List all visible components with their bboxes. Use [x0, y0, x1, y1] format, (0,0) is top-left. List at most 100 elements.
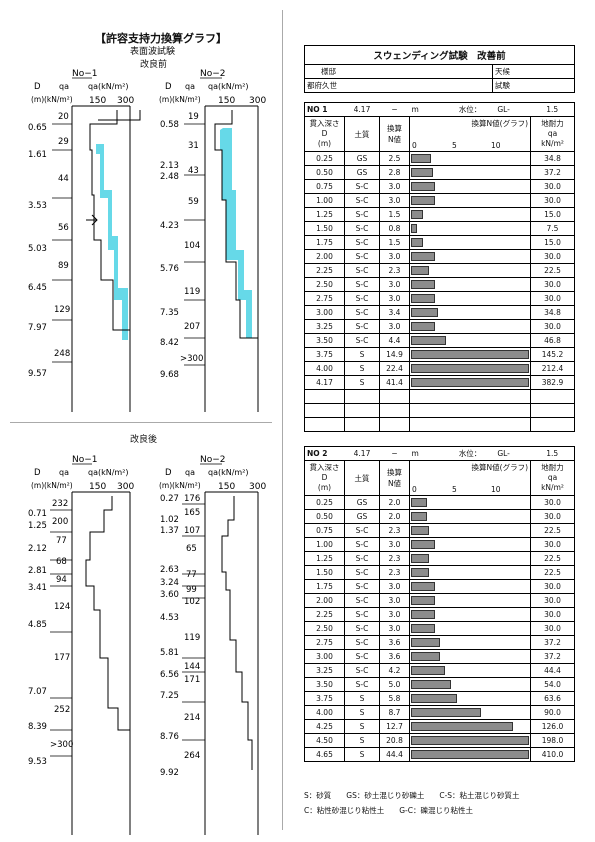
depth-cell: 1.00	[304, 537, 345, 552]
bearing-cell: 22.5	[530, 523, 575, 538]
depth-cell: 2.50	[304, 621, 345, 636]
depth-label: 2.63	[160, 565, 179, 575]
graph-cell	[409, 375, 531, 390]
bearing-cell: 37.2	[530, 165, 575, 180]
n-value-bar	[411, 638, 440, 647]
n-value-cell: 3.6	[379, 635, 410, 650]
depth-cell: 4.25	[304, 719, 345, 734]
graph-cell	[409, 523, 531, 538]
depth-cell: 2.00	[304, 249, 345, 264]
col-n: N値	[387, 479, 402, 488]
depth-cell: 3.00	[304, 649, 345, 664]
col-conv: 換算	[387, 468, 402, 477]
soil-cell: S-C	[344, 235, 380, 250]
n-value-bar	[411, 512, 427, 521]
soil-cell: GS	[344, 165, 380, 180]
qa-label: 177	[54, 653, 70, 663]
bearing-cell: 22.5	[530, 263, 575, 278]
empty-cell	[304, 403, 345, 418]
n-value-cell: 3.0	[379, 249, 410, 264]
axis-qa-label: qa	[59, 82, 69, 91]
qa-label: 129	[54, 305, 70, 315]
axis-qa-label: qa	[185, 468, 195, 477]
n-value-cell: 20.8	[379, 733, 410, 748]
depth-label: 1.61	[28, 150, 47, 160]
graph-cell	[409, 165, 531, 180]
qa-label: 104	[184, 241, 200, 251]
table-row: 4.65 S 44.4 410.0	[304, 747, 575, 762]
soil-cell: S-C	[344, 523, 380, 538]
n-value-cell: 1.5	[379, 207, 410, 222]
depth-cell: 2.25	[304, 607, 345, 622]
table-row: 0.25 GS 2.0 30.0	[304, 495, 575, 510]
depth-label: 7.35	[160, 308, 179, 318]
n-value-bar	[411, 280, 435, 289]
bearing-cell: 30.0	[530, 579, 575, 594]
depth-label: 2.12	[28, 544, 47, 554]
col-bearing: 地耐力	[541, 119, 564, 128]
before-label: 改良前	[140, 60, 168, 70]
n-value-bar	[411, 526, 430, 535]
soil-cell: S-C	[344, 249, 380, 264]
qa-label: 31	[188, 141, 199, 151]
n-value-cell: 2.3	[379, 551, 410, 566]
bearing-cell: 126.0	[530, 719, 575, 734]
qa-label: 119	[184, 633, 200, 643]
qa-header: qa(kN/m²)	[88, 82, 129, 91]
bearing-cell: 15.0	[530, 235, 575, 250]
n-value-cell: 2.5	[379, 151, 410, 166]
improved-zone	[96, 144, 128, 340]
depth-cell: 1.00	[304, 193, 345, 208]
n-value-cell: 3.0	[379, 579, 410, 594]
weather-label: 天候	[492, 64, 575, 79]
axis-d-label: D	[34, 468, 41, 478]
empty-cell	[409, 403, 531, 418]
table-row: 4.17 S 41.4 382.9	[304, 375, 575, 390]
depth-label: 0.71	[28, 509, 47, 519]
empty-cell	[530, 417, 575, 432]
empty-row	[304, 389, 575, 404]
depth-cell: 1.75	[304, 579, 345, 594]
depth-cell: 2.25	[304, 263, 345, 278]
qa-label: 171	[184, 675, 200, 685]
bearing-cell: 30.0	[530, 277, 575, 292]
col-m: (m)	[317, 483, 332, 492]
table-row: 1.25 S-C 1.5 15.0	[304, 207, 575, 222]
n-value-cell: 2.3	[379, 523, 410, 538]
soil-cell: S	[344, 719, 380, 734]
col-soil: 土質	[344, 460, 380, 496]
col-graph: 換算N値(グラフ)	[471, 463, 528, 472]
graph-cell	[409, 663, 531, 678]
n-value-cell: 2.0	[379, 495, 410, 510]
depth-label: 9.68	[160, 370, 179, 380]
bearing-cell: 22.5	[530, 551, 575, 566]
n-value-bar	[411, 610, 435, 619]
depth-cell: 0.25	[304, 495, 345, 510]
n-value-bar	[411, 350, 529, 359]
n-value-bar	[411, 238, 423, 247]
depth-label: 9.92	[160, 768, 179, 778]
depth-label: 3.41	[28, 583, 47, 593]
n-value-bar	[411, 378, 529, 387]
soil-cell: S	[344, 691, 380, 706]
chart-name: No−2	[200, 69, 226, 79]
n-value-bar	[411, 596, 435, 605]
n-value-cell: 12.7	[379, 719, 410, 734]
table-row: 3.00 S-C 3.4 34.8	[304, 305, 575, 320]
axis-m-label: (m)	[159, 95, 172, 104]
scale-5: 5	[452, 141, 457, 150]
n-value-cell: 5.0	[379, 677, 410, 692]
n-value-bar	[411, 736, 529, 745]
soil-cell: S	[344, 705, 380, 720]
col-d: D	[321, 129, 328, 138]
depth-label: 4.85	[28, 620, 47, 630]
axis-m-label: (m)	[31, 481, 44, 490]
soil-cell: S-C	[344, 291, 380, 306]
depth-label: 3.24	[160, 578, 179, 588]
gl-value: 1.5	[530, 102, 575, 117]
col-d: D	[321, 473, 328, 482]
graph-cell	[409, 347, 531, 362]
axis-unit-label: (kN/m²)	[44, 95, 73, 104]
col-conv: 換算	[387, 124, 402, 133]
after-charts: No−1 D qa (m) (kN/m²) qa(kN/m²) 150 300 …	[28, 455, 266, 835]
